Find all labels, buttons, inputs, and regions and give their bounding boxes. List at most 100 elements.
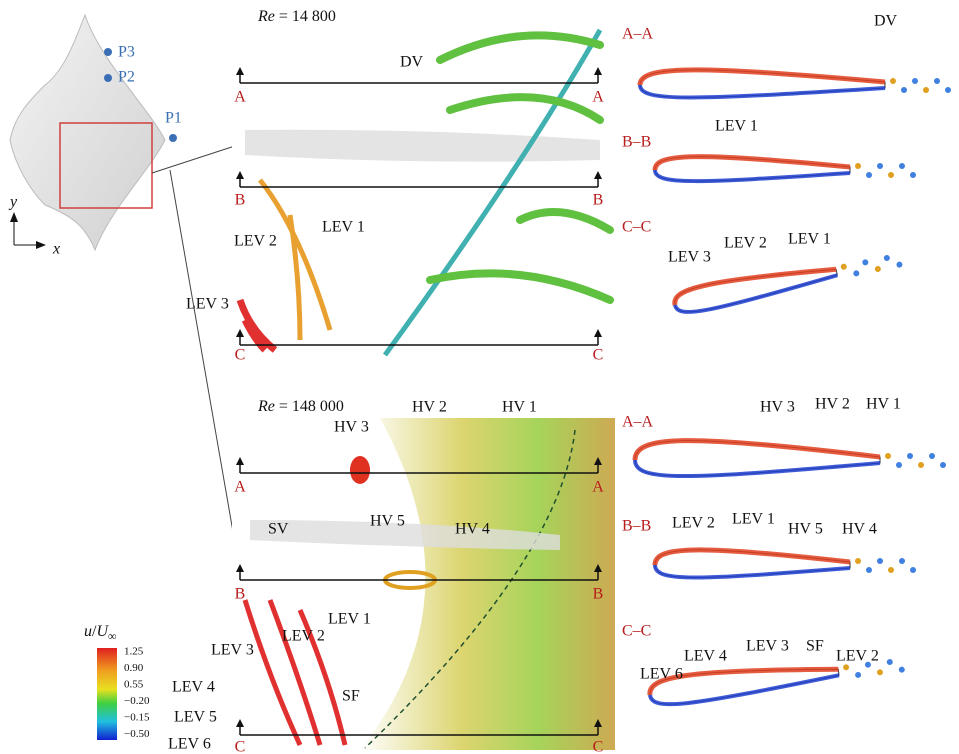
probe-label: P2 [118, 69, 135, 86]
wake-blob [862, 259, 869, 266]
panel-bottom [232, 418, 615, 750]
wake-blob [874, 265, 881, 272]
vortex-label: SV [268, 521, 289, 538]
section-name: B–B [622, 134, 651, 151]
section-label: HV 4 [842, 521, 877, 538]
section-label: LEV 1 [715, 118, 758, 135]
vortex-label: LEV 5 [174, 709, 217, 726]
section-label: LEV 4 [684, 648, 727, 665]
wake-blob [855, 672, 862, 679]
wake-blob [866, 567, 872, 573]
section-mark: A [592, 479, 604, 496]
section-name: C–C [622, 623, 651, 640]
wake-blob [918, 462, 924, 468]
section-mark: B [235, 586, 246, 603]
airfoil-section [655, 157, 916, 181]
section-mark: C [235, 347, 246, 364]
axis-label: y [8, 194, 18, 211]
re-symbol: Re [257, 398, 275, 415]
re-value: = 14 800 [279, 8, 336, 25]
wake-blob [885, 453, 891, 459]
vortex-label: HV 4 [455, 521, 490, 538]
section-mark: C [593, 739, 604, 754]
section-mark: A [234, 479, 246, 496]
colorbar-tick: −0.50 [124, 728, 150, 740]
vortex-label: HV 1 [502, 399, 537, 416]
wake-blob [901, 87, 907, 93]
section-mark: B [593, 586, 604, 603]
wake-blob [899, 558, 905, 564]
wake-blob [896, 462, 902, 468]
vortex-label: HV 2 [412, 399, 447, 416]
section-label: LEV 1 [788, 231, 831, 248]
axes-icon [14, 218, 40, 245]
wake-blob [929, 453, 935, 459]
vortex-label: LEV 3 [211, 642, 254, 659]
colorbar [97, 648, 117, 740]
wake-blob [890, 78, 896, 84]
vortex-label: HV 5 [370, 513, 405, 530]
zoom-line [170, 170, 240, 572]
re-label: Re= 14 800 [257, 8, 336, 25]
wake-blob [923, 87, 929, 93]
section-mark: B [235, 192, 246, 209]
colorbar-title: u/U∞ [84, 623, 117, 643]
wake-blob [896, 261, 903, 268]
panel-top [232, 30, 615, 360]
section-mark: A [592, 89, 604, 106]
section-name: B–B [622, 518, 651, 535]
wake-blob [912, 78, 918, 84]
airfoil-section [640, 70, 951, 98]
vortex-label: LEV 1 [322, 219, 365, 236]
wake-blob [907, 453, 913, 459]
section-name: A–A [622, 414, 654, 431]
colorbar-tick: 0.90 [124, 662, 144, 674]
wake-blob [899, 163, 905, 169]
wake-blob [877, 163, 883, 169]
wake-blob [934, 78, 940, 84]
vortex-label: LEV 3 [186, 296, 229, 313]
wake-blob [898, 666, 905, 673]
colorbar-tick: −0.15 [124, 712, 150, 724]
vortex-label: LEV 2 [282, 628, 325, 645]
axes-arrows [10, 212, 46, 249]
section-label: HV 5 [788, 521, 823, 538]
re-symbol: Re [257, 8, 275, 25]
section-label: SF [806, 638, 824, 655]
wake-blob [886, 659, 893, 666]
wake-blob [883, 254, 890, 261]
section-label: LEV 2 [836, 648, 879, 665]
section-mark: A [234, 89, 246, 106]
colorbar-tick: 0.55 [124, 679, 144, 691]
wake-blob [855, 558, 861, 564]
re-value: = 148 000 [279, 398, 344, 415]
section-mark: B [593, 192, 604, 209]
airfoil-section [655, 550, 916, 578]
section-label: LEV 2 [672, 515, 715, 532]
wake-blob [940, 462, 946, 468]
vortex-label: LEV 4 [172, 679, 215, 696]
wake-blob [945, 87, 951, 93]
colorbar-title-part: ∞ [108, 629, 117, 643]
re-label: Re= 148 000 [257, 398, 344, 415]
probe-label: P3 [118, 44, 135, 61]
wake-blob [910, 172, 916, 178]
vortex-label: HV 3 [334, 419, 369, 436]
wake-blob [840, 263, 847, 270]
section-label: HV 2 [815, 396, 850, 413]
vortex-label: LEV 6 [168, 736, 211, 753]
vortex-label: SF [342, 688, 360, 705]
colorbar-tick: −0.20 [124, 695, 150, 707]
wing-planform [10, 15, 165, 250]
wake-blob [843, 664, 850, 671]
section-label: LEV 2 [724, 235, 767, 252]
wake-blob [888, 567, 894, 573]
wake-blob [877, 669, 884, 676]
vortex-label: LEV 2 [234, 233, 277, 250]
vortex-label: DV [400, 54, 424, 71]
wake-blob [855, 163, 861, 169]
section-mark: C [235, 739, 246, 754]
section-label: DV [874, 13, 898, 30]
section-name: A–A [622, 26, 654, 43]
section-label: HV 3 [760, 399, 795, 416]
